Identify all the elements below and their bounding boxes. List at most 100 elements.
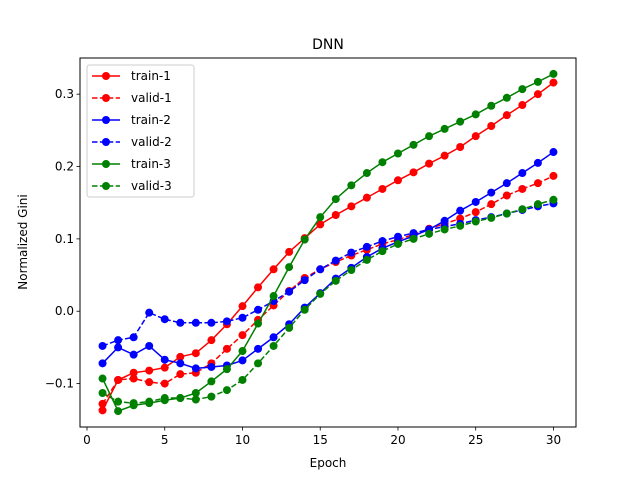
data-point: [362, 255, 371, 264]
legend-marker: [102, 160, 110, 168]
x-tick-label: 20: [390, 433, 405, 447]
data-point: [222, 317, 231, 326]
x-tick-label: 10: [235, 433, 250, 447]
data-point: [518, 85, 527, 94]
data-point: [145, 378, 154, 387]
data-point: [254, 359, 263, 368]
legend-item: valid-2: [92, 135, 172, 149]
x-tick-label: 5: [161, 433, 169, 447]
data-point: [114, 397, 123, 406]
data-point: [316, 213, 325, 222]
data-point: [300, 276, 309, 285]
data-point: [471, 197, 480, 206]
data-point: [549, 171, 558, 180]
data-point: [518, 101, 527, 110]
data-point: [409, 234, 418, 243]
data-point: [533, 200, 542, 209]
data-point: [238, 347, 247, 356]
data-point: [378, 237, 387, 246]
data-point: [207, 362, 216, 371]
data-point: [222, 365, 231, 374]
data-point: [487, 188, 496, 197]
data-point: [378, 247, 387, 256]
legend-label: train-2: [131, 113, 171, 127]
data-point: [238, 302, 247, 311]
data-point: [285, 263, 294, 272]
data-point: [409, 229, 418, 238]
data-point: [362, 169, 371, 178]
y-tick-label: 0.2: [55, 160, 74, 174]
data-point: [238, 331, 247, 340]
x-tick-label: 0: [83, 433, 91, 447]
series-layer: [98, 69, 558, 416]
data-point: [285, 323, 294, 332]
y-tick-label: 0.0: [55, 304, 74, 318]
data-point: [487, 200, 496, 209]
data-point: [222, 386, 231, 395]
data-point: [207, 318, 216, 327]
data-point: [393, 239, 402, 248]
data-point: [145, 341, 154, 350]
x-tick-label: 25: [468, 433, 483, 447]
series-valid-3: [98, 195, 558, 408]
data-point: [378, 184, 387, 193]
data-point: [502, 93, 511, 102]
y-tick-label: −0.1: [45, 377, 74, 391]
data-point: [254, 283, 263, 292]
y-tick-label: 0.3: [55, 87, 74, 101]
series-train-1: [98, 78, 558, 415]
data-point: [191, 388, 200, 397]
data-point: [98, 399, 107, 408]
data-point: [316, 289, 325, 298]
data-point: [300, 305, 309, 314]
data-point: [518, 205, 527, 214]
y-axis-label: Normalized Gini: [16, 194, 30, 289]
data-point: [300, 235, 309, 244]
data-point: [533, 179, 542, 188]
data-point: [114, 336, 123, 345]
data-point: [176, 359, 185, 368]
data-point: [362, 193, 371, 202]
data-point: [347, 248, 356, 257]
legend-item: train-3: [92, 157, 171, 171]
data-point: [487, 101, 496, 110]
data-point: [533, 158, 542, 167]
data-point: [269, 265, 278, 274]
legend-label: train-1: [131, 69, 171, 83]
legend: train-1 valid-1 train-2 valid-2 train-3 valid…: [86, 64, 195, 198]
data-point: [176, 370, 185, 379]
legend-marker: [102, 116, 110, 124]
data-point: [502, 179, 511, 188]
data-point: [549, 69, 558, 78]
data-point: [238, 313, 247, 322]
data-point: [347, 265, 356, 274]
data-point: [269, 292, 278, 301]
x-axis-label: Epoch: [310, 456, 347, 470]
data-point: [456, 221, 465, 230]
data-point: [114, 375, 123, 384]
legend-marker: [102, 72, 110, 80]
data-point: [471, 110, 480, 119]
legend-label: valid-2: [131, 135, 172, 149]
x-axis: 0 5 10 15 20 25 30: [83, 427, 561, 447]
data-point: [347, 202, 356, 211]
chart-title: DNN: [312, 37, 344, 53]
data-point: [129, 350, 138, 359]
data-point: [518, 184, 527, 193]
data-point: [145, 366, 154, 375]
data-point: [160, 315, 169, 324]
plot-frame: [79, 57, 577, 428]
data-point: [409, 140, 418, 149]
data-point: [331, 276, 340, 285]
legend-item: valid-1: [92, 91, 172, 105]
data-point: [440, 225, 449, 234]
data-point: [331, 195, 340, 204]
data-point: [440, 216, 449, 225]
data-point: [331, 211, 340, 220]
data-point: [114, 343, 123, 352]
legend-marker: [102, 94, 110, 102]
data-point: [549, 78, 558, 87]
data-point: [191, 318, 200, 327]
data-point: [487, 122, 496, 131]
data-point: [456, 142, 465, 151]
